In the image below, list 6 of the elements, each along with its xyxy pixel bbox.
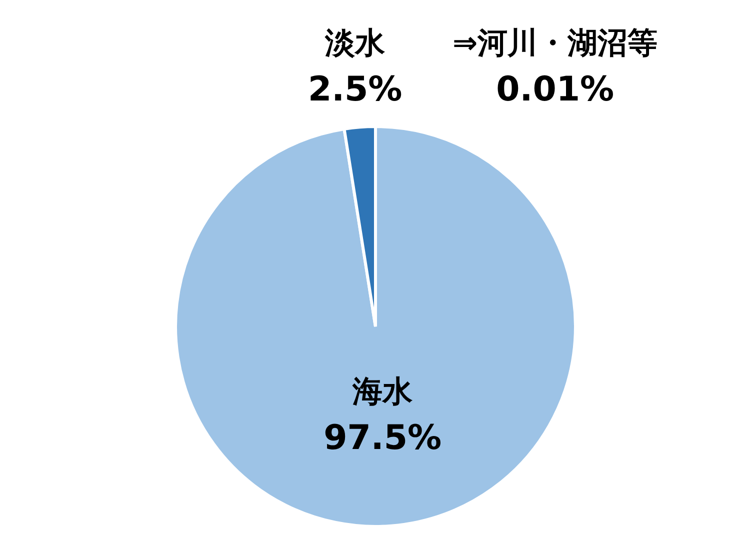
text: 0.01% (496, 69, 614, 110)
data-label: 2.5% (308, 69, 402, 110)
slice-label: 海水 (352, 374, 414, 410)
text: ⇒河川・湖沼等 (452, 26, 658, 61)
data-label: 97.5% (324, 418, 442, 458)
slice-label: 淡水 (324, 26, 386, 61)
